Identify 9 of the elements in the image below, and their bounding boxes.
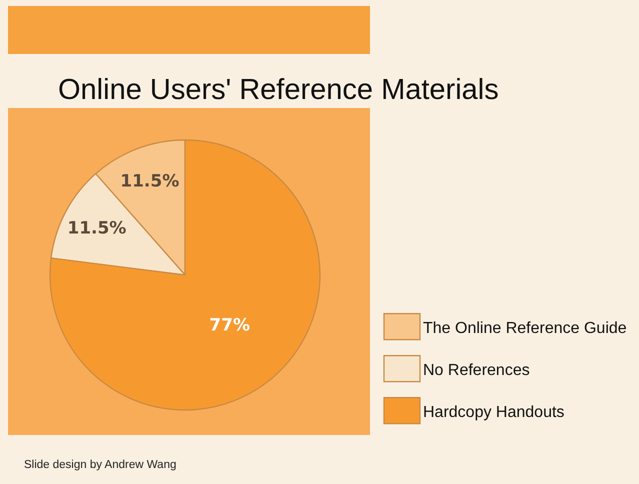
text: Slide design by Andrew Wang <box>24 459 176 471</box>
chart-title: Online Users' Reference Materials <box>58 74 499 106</box>
data-label: 11.5% <box>67 218 126 238</box>
pie-slice <box>49 139 320 410</box>
legend-label: No References <box>423 362 530 379</box>
legend-label: Hardcopy Handouts <box>423 404 564 421</box>
data-label: 77% <box>209 316 250 336</box>
data-label: 11.5% <box>120 172 180 192</box>
legend-label: The Online Reference Guide <box>423 320 627 337</box>
